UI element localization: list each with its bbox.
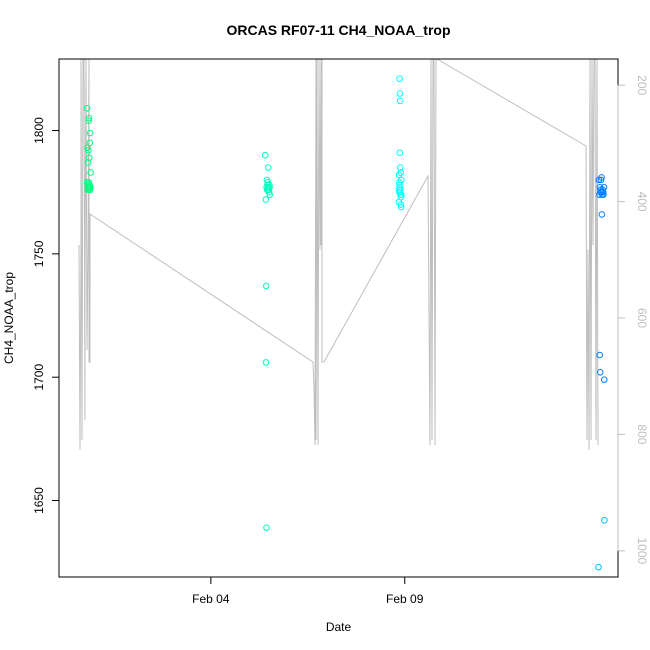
y2-tick-label: 800 xyxy=(635,424,649,444)
data-point xyxy=(601,516,608,524)
data-point xyxy=(87,169,94,176)
data-point xyxy=(262,282,270,290)
x-tick-label: Feb 04 xyxy=(192,592,230,606)
data-point xyxy=(85,146,92,154)
data-point xyxy=(86,183,93,191)
y2-tick-label: 400 xyxy=(635,192,649,212)
data-point xyxy=(598,174,605,181)
x-axis: Feb 04 Feb 09 xyxy=(192,577,424,606)
data-point xyxy=(397,201,405,208)
data-point xyxy=(397,176,405,184)
data-point xyxy=(597,176,605,184)
y-tick-label: 1700 xyxy=(32,364,46,391)
y2-tick-label: 600 xyxy=(635,308,649,328)
data-point xyxy=(596,368,604,376)
data-point xyxy=(83,105,91,112)
data-point xyxy=(396,97,404,105)
x-tick-label: Feb 09 xyxy=(386,592,424,606)
data-point xyxy=(86,139,94,147)
x-axis-label: Date xyxy=(326,620,352,634)
data-point xyxy=(397,203,405,211)
data-point xyxy=(266,183,273,191)
data-point xyxy=(596,351,603,359)
y-tick-label: 1800 xyxy=(32,117,46,144)
data-point xyxy=(85,114,93,122)
data-point xyxy=(599,188,607,196)
chart-title: ORCAS RF07-11 CH4_NOAA_trop xyxy=(226,22,450,38)
y-axis: 1650 1700 1750 1800 xyxy=(32,117,59,514)
y2-tick-label: 1000 xyxy=(635,537,649,564)
data-point xyxy=(265,188,273,196)
data-point xyxy=(261,151,269,159)
data-point xyxy=(396,164,404,171)
data-point xyxy=(396,75,403,83)
data-point xyxy=(598,211,606,218)
data-point xyxy=(86,186,94,194)
y2-axis: 200 400 600 800 1000 xyxy=(617,75,649,564)
data-point xyxy=(396,90,404,97)
pressure-trace-layer xyxy=(78,58,599,451)
pressure-trace-line xyxy=(78,58,599,451)
data-point xyxy=(85,179,93,186)
data-point xyxy=(600,376,608,383)
y-axis-label: CH4_NOAA_trop xyxy=(2,272,16,364)
data-point xyxy=(86,129,94,137)
y2-tick-label: 200 xyxy=(635,75,649,95)
data-point xyxy=(265,164,272,171)
data-point xyxy=(263,524,270,531)
data-point xyxy=(398,191,405,198)
y-tick-label: 1650 xyxy=(32,487,46,514)
y-tick-label: 1750 xyxy=(32,240,46,267)
data-points-layer xyxy=(83,75,608,571)
data-point xyxy=(85,117,93,124)
plot-frame xyxy=(58,58,619,578)
data-point xyxy=(85,154,93,161)
data-point xyxy=(262,196,270,203)
data-point xyxy=(262,359,270,366)
data-point xyxy=(396,149,404,157)
data-point xyxy=(595,563,602,571)
